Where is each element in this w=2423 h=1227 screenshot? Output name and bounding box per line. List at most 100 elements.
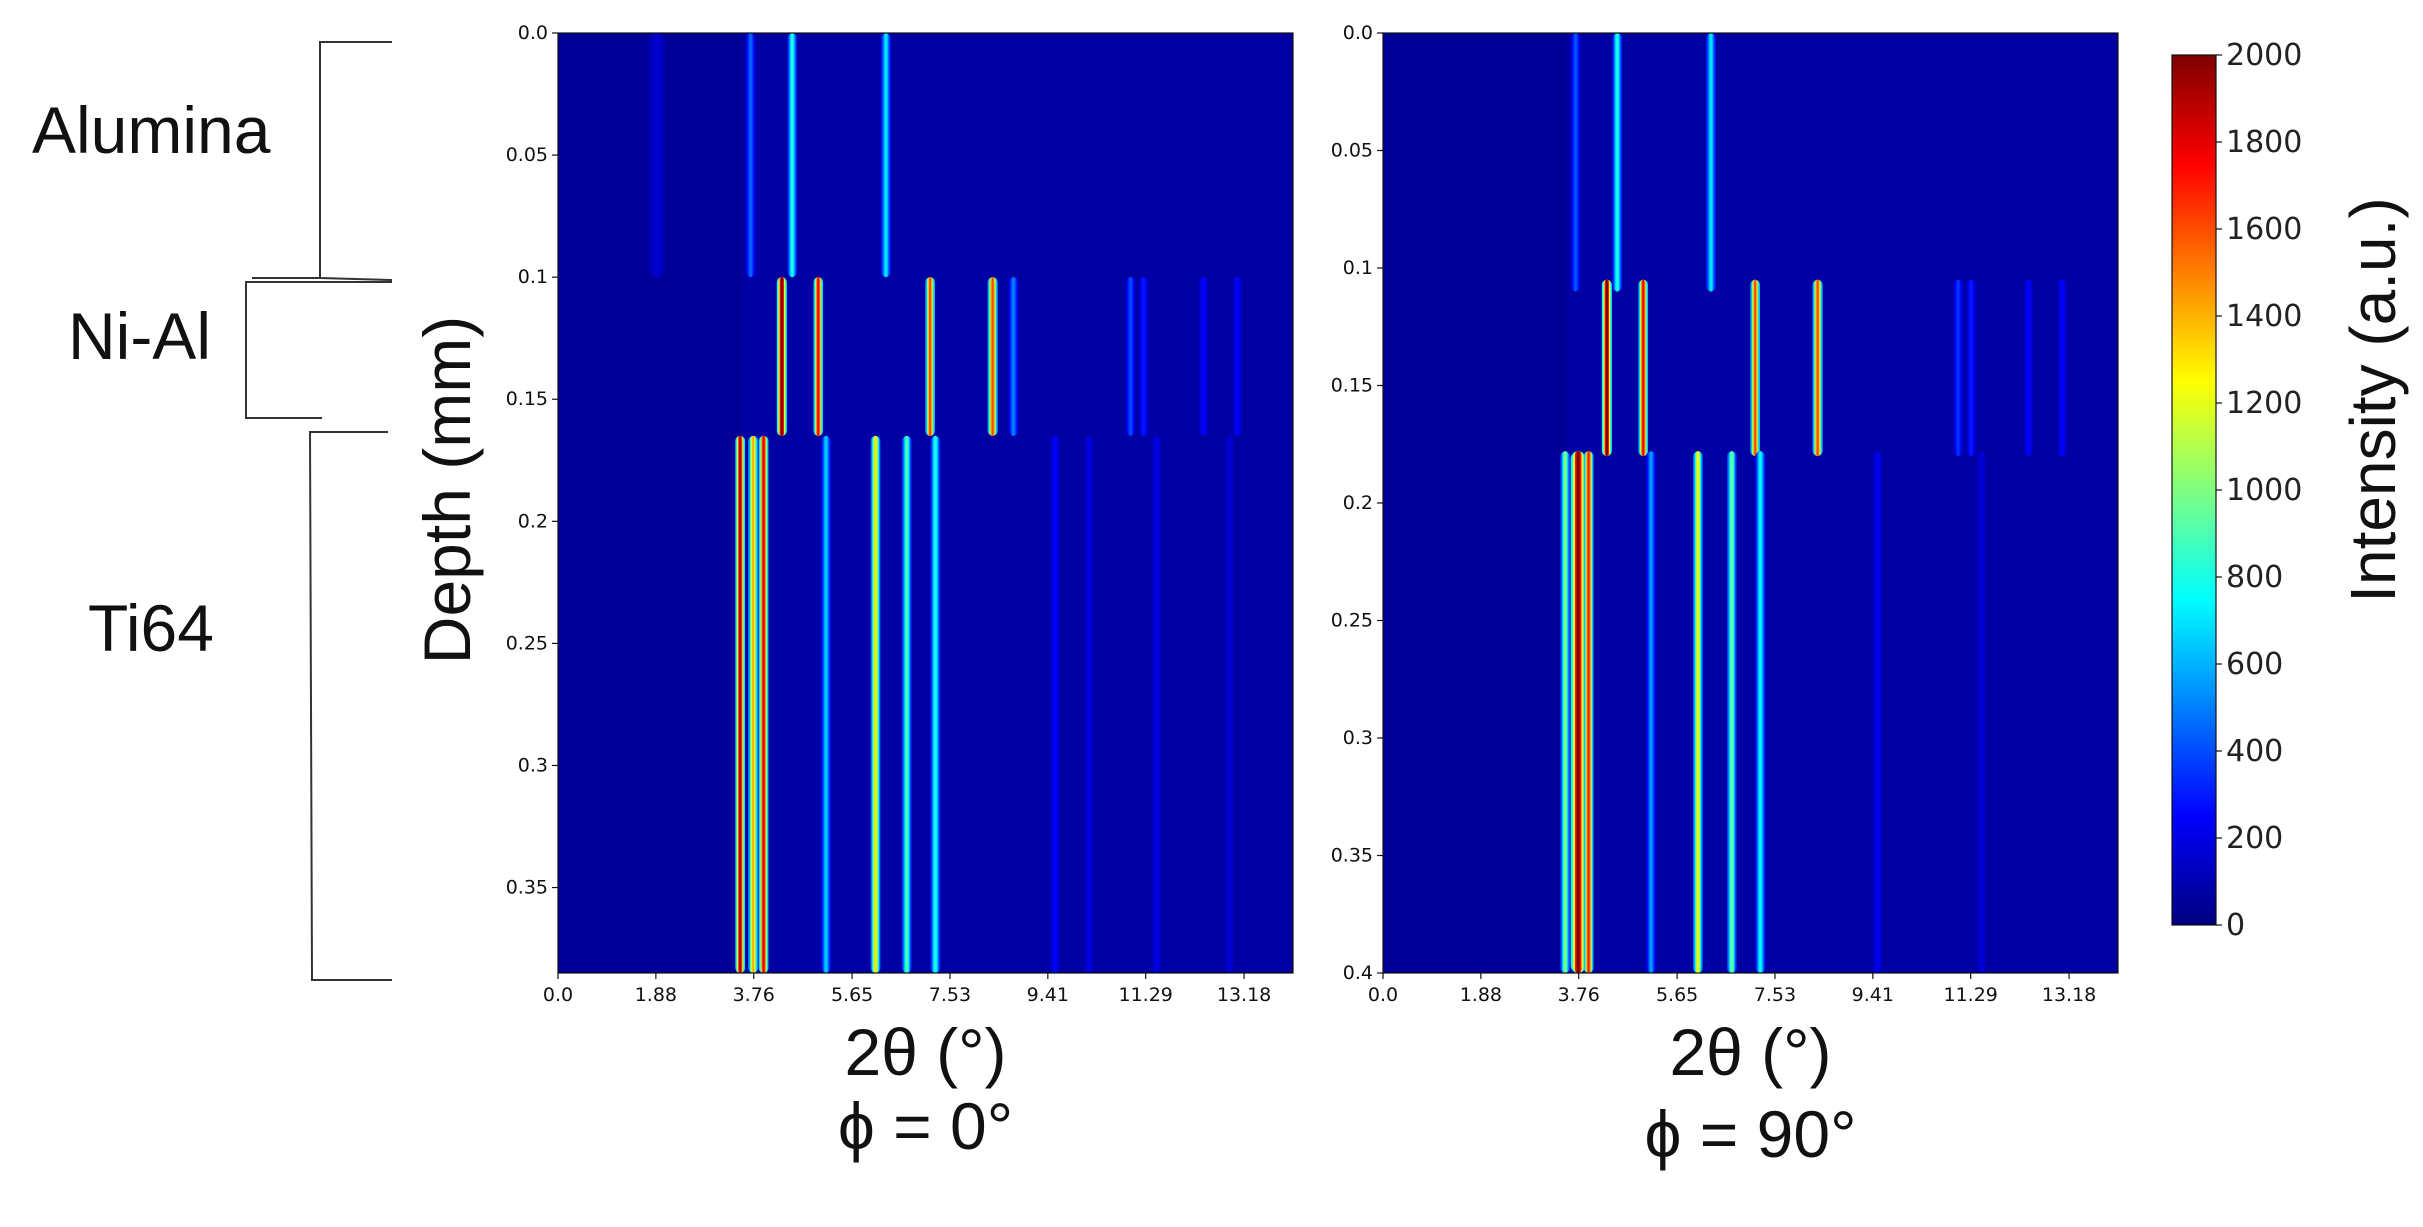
colorbar: 0 200 400 600 800 1000 1200 1400 1600 1800 2000 Int… (2171, 38, 2409, 943)
colorbar-tick-label: 1000 (2226, 473, 2302, 508)
x-tick-label: 9.41 (1027, 984, 1069, 1006)
diffraction-peak (1570, 33, 1581, 292)
peak-stripe (1087, 435, 1090, 973)
colorbar-gradient (2171, 54, 2217, 926)
peak-stripe (1650, 451, 1653, 973)
diffraction-peak (1151, 435, 1162, 973)
y-tick-label: 0.15 (1331, 375, 1373, 397)
low-angle-dark-band (1383, 33, 1567, 973)
peak-stripe (1730, 451, 1733, 973)
bracket-ti64 (308, 431, 392, 981)
peak-stripe (752, 435, 755, 973)
peak-stripe (2061, 279, 2064, 456)
peak-stripe (739, 435, 742, 973)
peak-stripe (1980, 451, 1983, 973)
diffraction-peak (1726, 451, 1737, 973)
peak-stripe (1759, 451, 1762, 973)
heatmap-panel-phi-0: Depth (mm) 0.0 1.88 3.76 5.65 7.53 9.41 11.29 1… (410, 22, 1294, 1163)
y-tick-label: 0.1 (1343, 257, 1373, 279)
y-tick-label: 0.35 (506, 877, 548, 899)
peak-stripe (929, 277, 932, 436)
peak-stripe (1754, 279, 1757, 456)
diffraction-peak (787, 33, 798, 278)
diffraction-peak (1693, 451, 1703, 973)
x-tick-label: 1.88 (1460, 984, 1502, 1006)
peak-stripe (1054, 435, 1057, 973)
diffraction-peak (1872, 451, 1883, 973)
peak-stripe (874, 435, 877, 973)
peak-stripe (1587, 451, 1590, 973)
plot-frame (557, 32, 1294, 974)
colorbar-tick-label: 2000 (2226, 38, 2302, 73)
peak-stripe (1709, 33, 1713, 292)
panel-subtitle: ϕ = 0° (838, 1089, 1013, 1163)
heatmap-panel-phi-90: 0.0 1.88 3.76 5.65 7.53 9.41 11.29 13.18 0.0 0.05… (1331, 22, 2119, 1171)
y-tick-label: 0.35 (1331, 845, 1373, 867)
y-axis-label: Depth (mm) (410, 316, 484, 664)
diffraction-peak (1601, 279, 1612, 456)
peak-stripe (1012, 277, 1015, 436)
y-tick-label: 0.25 (506, 632, 548, 654)
y-tick-label: 0.05 (1331, 140, 1373, 162)
diffraction-peak (1966, 279, 1977, 456)
x-tick-label: 0.0 (1368, 984, 1398, 1006)
y-tick-label: 0.2 (518, 510, 548, 532)
diffraction-peak (1612, 33, 1623, 292)
diffraction-peak (1084, 435, 1094, 973)
diffraction-peak (987, 277, 998, 436)
bracket-ni-al (245, 281, 392, 419)
colorbar-tick-label: 800 (2226, 560, 2283, 595)
diffraction-peak (930, 435, 941, 973)
peak-stripe (1228, 435, 1231, 973)
diffraction-peak (1953, 279, 1963, 456)
y-tick-label: 0.2 (1343, 492, 1373, 514)
diffraction-peak (735, 435, 745, 973)
peak-stripe (1142, 277, 1145, 436)
diffraction-peak (1232, 277, 1243, 436)
y-tick-label: 0.0 (1343, 22, 1373, 44)
diffraction-peak (2023, 279, 2034, 456)
x-axis-label: 2θ (°) (1669, 1015, 1831, 1089)
diffraction-peak (1125, 277, 1136, 436)
y-tick-label: 0.3 (1343, 727, 1373, 749)
diffraction-peak (880, 33, 891, 278)
colorbar-tick-label: 1600 (2226, 212, 2302, 247)
y-tick-label: 0.4 (1343, 962, 1373, 984)
diffraction-peak (1198, 277, 1209, 436)
colorbar-tick-label: 1800 (2226, 125, 2302, 160)
peak-stripe (905, 435, 908, 973)
x-tick-label: 3.76 (733, 984, 775, 1006)
peak-stripe (1957, 279, 1960, 456)
diffraction-peak (758, 435, 769, 973)
x-tick-label: 7.53 (1754, 984, 1796, 1006)
diffraction-peak (1755, 451, 1766, 973)
diffraction-peak (2057, 279, 2068, 456)
y-tick-label: 0.15 (506, 388, 548, 410)
peak-stripe (1129, 277, 1132, 436)
peak-stripe (1236, 277, 1239, 436)
x-tick-label: 13.18 (2042, 984, 2096, 1006)
layer-label-alumina: Alumina (32, 93, 271, 167)
diffraction-peak (1638, 279, 1649, 456)
diffraction-peak (901, 435, 912, 973)
colorbar-label: Intensity (a.u.) (2337, 197, 2409, 603)
y-tick-label: 0.3 (518, 754, 548, 776)
peak-stripe (2027, 279, 2030, 456)
diffraction-peak (1750, 279, 1760, 456)
x-tick-label: 7.53 (929, 984, 971, 1006)
diffraction-peak (1050, 435, 1060, 973)
y-tick-label: 0.1 (518, 266, 548, 288)
peak-stripe (825, 435, 828, 973)
peak-stripe (934, 435, 937, 973)
diffraction-peak (1138, 277, 1149, 436)
peak-stripe (1642, 279, 1645, 456)
x-axis-label: 2θ (°) (844, 1015, 1006, 1089)
diffraction-peak (925, 277, 935, 436)
colorbar-tick-label: 1400 (2226, 299, 2302, 334)
x-tick-label: 13.18 (1217, 984, 1271, 1006)
y-tick-label: 0.0 (518, 22, 548, 44)
colorbar-tick-label: 1200 (2226, 386, 2302, 421)
colorbar-tick-label: 200 (2226, 821, 2283, 856)
peak-stripe (1876, 451, 1879, 973)
